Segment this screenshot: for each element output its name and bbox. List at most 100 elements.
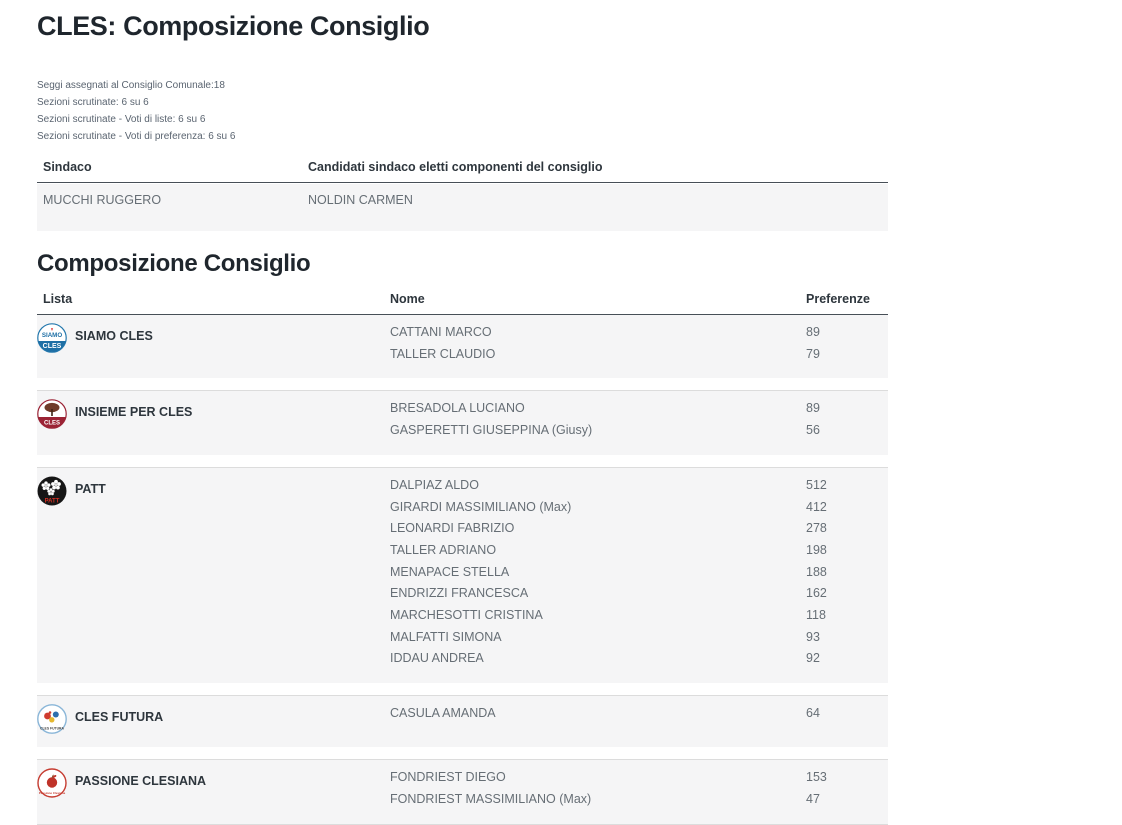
member-preferences: 512 <box>806 477 827 492</box>
sindaco-table-row: MUCCHI RUGGERO NOLDIN CARMEN <box>37 184 888 231</box>
party-list-cell: CLES FUTURA CLES FUTURA <box>37 701 390 735</box>
member-name: MARCHESOTTI CRISTINA <box>390 608 543 623</box>
cles-futura-logo: CLES FUTURA <box>37 704 67 735</box>
council-table: Lista Nome Preferenze SIAMO CLES SIAMO CL… <box>37 292 888 825</box>
party-members: FONDRIEST DIEGO 153 FONDRIEST MASSIMILIANO… <box>390 765 888 810</box>
party-members: CATTANI MARCO 89 TALLER CLAUDIO 79 <box>390 320 888 365</box>
siamo-cles-logo: SIAMO CLES <box>37 323 67 353</box>
party-list-cell: PATT PATT <box>37 473 390 670</box>
sindaco-name: MUCCHI RUGGERO <box>43 193 162 207</box>
member-preferences: 56 <box>806 423 820 438</box>
member-preferences: 47 <box>806 791 820 806</box>
member-name: IDDAU ANDREA <box>390 651 484 666</box>
svg-text:CLES: CLES <box>43 343 62 350</box>
party-members: BRESADOLA LUCIANO 89 GASPERETTI GIUSEPPINA… <box>390 396 888 441</box>
member-row: GIRARDI MASSIMILIANO (Max) 412 <box>390 497 888 519</box>
party-list-name: SIAMO CLES <box>75 329 153 343</box>
stat-voti-preferenza: Sezioni scrutinate - Voti di preferenza:… <box>37 131 236 142</box>
scrutiny-stats: Seggi assegnati al Consiglio Comunale:18… <box>37 81 888 142</box>
member-preferences: 153 <box>806 770 827 785</box>
column-header-lista: Lista <box>43 292 73 306</box>
member-row: MENAPACE STELLA 188 <box>390 562 888 584</box>
sindaco-table: Sindaco Candidati sindaco eletti compone… <box>37 160 888 231</box>
stat-voti-liste: Sezioni scrutinate - Voti di liste: 6 su… <box>37 114 206 125</box>
member-name: DALPIAZ ALDO <box>390 477 479 492</box>
party-members: CASULA AMANDA 64 <box>390 701 888 734</box>
member-row: TALLER CLAUDIO 79 <box>390 344 888 366</box>
stat-seggi: Seggi assegnati al Consiglio Comunale:18 <box>37 80 225 91</box>
results-page: CLES: Composizione Consiglio Seggi asseg… <box>37 10 888 825</box>
council-table-header: Lista Nome Preferenze <box>37 292 888 315</box>
svg-text:PATT: PATT <box>45 498 60 504</box>
member-row: IDDAU ANDREA 92 <box>390 648 888 670</box>
member-name: CATTANI MARCO <box>390 325 492 339</box>
party-group: PATT PATT DALPIAZ ALDO 512 GIRARDI MASSIMILI… <box>37 466 888 684</box>
column-header-preferenze: Preferenze <box>806 292 870 306</box>
svg-text:CLES: CLES <box>44 421 60 427</box>
member-row: MARCHESOTTI CRISTINA 118 <box>390 605 888 627</box>
party-members: DALPIAZ ALDO 512 GIRARDI MASSIMILIANO (Max… <box>390 473 888 670</box>
member-row: TALLER ADRIANO 198 <box>390 540 888 562</box>
section-title: Composizione Consiglio <box>37 250 311 277</box>
member-row: ENDRIZZI FRANCESCA 162 <box>390 583 888 605</box>
member-preferences: 89 <box>806 401 820 416</box>
member-preferences: 412 <box>806 499 827 514</box>
party-group: SIAMO CLES SIAMO CLES CATTANI MARCO 89 TALLE… <box>37 315 888 379</box>
sindaco-table-header: Sindaco Candidati sindaco eletti compone… <box>37 160 888 183</box>
member-preferences: 188 <box>806 564 827 579</box>
party-list-name: PATT <box>75 481 106 496</box>
party-list-name: INSIEME PER CLES <box>75 405 193 420</box>
party-group: CLES INSIEME PER CLES BRESADOLA LUCIANO 89 G… <box>37 390 888 455</box>
member-row: LEONARDI FABRIZIO 278 <box>390 518 888 540</box>
candidato-eletto-name: NOLDIN CARMEN <box>308 193 413 207</box>
member-preferences: 79 <box>806 346 820 361</box>
member-row: FONDRIEST DIEGO 153 <box>390 767 888 789</box>
member-name: GASPERETTI GIUSEPPINA (Giusy) <box>390 423 593 438</box>
member-name: FONDRIEST DIEGO <box>390 770 506 785</box>
page-title: CLES: Composizione Consiglio <box>37 11 430 41</box>
member-preferences: 198 <box>806 542 827 557</box>
member-name: LEONARDI FABRIZIO <box>390 521 515 536</box>
member-row: BRESADOLA LUCIANO 89 <box>390 398 888 420</box>
member-name: MENAPACE STELLA <box>390 564 510 579</box>
member-name: CASULA AMANDA <box>390 706 496 721</box>
member-preferences: 93 <box>806 629 820 644</box>
svg-text:SIAMO: SIAMO <box>42 332 62 339</box>
member-row: CATTANI MARCO 89 <box>390 322 888 344</box>
member-row: CASULA AMANDA 64 <box>390 703 888 725</box>
member-name: TALLER CLAUDIO <box>390 346 496 361</box>
insieme-per-cles-logo: CLES <box>37 399 67 430</box>
passione-clesiana-logo: Passione Clesiana <box>37 768 67 798</box>
member-row: FONDRIEST MASSIMILIANO (Max) 47 <box>390 789 888 811</box>
council-groups: SIAMO CLES SIAMO CLES CATTANI MARCO 89 TALLE… <box>37 315 888 825</box>
party-list-name: PASSIONE CLESIANA <box>75 774 207 789</box>
member-name: MALFATTI SIMONA <box>390 629 502 644</box>
party-list-name: CLES FUTURA <box>75 710 164 725</box>
patt-logo: PATT <box>37 476 67 506</box>
member-row: GASPERETTI GIUSEPPINA (Giusy) 56 <box>390 420 888 442</box>
party-list-cell: SIAMO CLES SIAMO CLES <box>37 320 390 365</box>
member-name: BRESADOLA LUCIANO <box>390 401 525 416</box>
member-preferences: 118 <box>806 608 826 623</box>
member-preferences: 92 <box>806 651 820 666</box>
member-preferences: 162 <box>806 586 827 601</box>
stat-sezioni: Sezioni scrutinate: 6 su 6 <box>37 97 149 108</box>
party-group: Passione Clesiana PASSIONE CLESIANA FONDRI… <box>37 759 888 825</box>
member-preferences: 64 <box>806 706 820 721</box>
svg-text:CLES FUTURA: CLES FUTURA <box>40 727 64 731</box>
party-list-cell: Passione Clesiana PASSIONE CLESIANA <box>37 765 390 810</box>
member-name: FONDRIEST MASSIMILIANO (Max) <box>390 791 592 806</box>
column-header-candidati: Candidati sindaco eletti componenti del … <box>308 160 603 174</box>
party-group: CLES FUTURA CLES FUTURA CASULA AMANDA 64 <box>37 695 888 748</box>
member-preferences: 89 <box>806 325 820 339</box>
column-header-sindaco: Sindaco <box>43 160 92 174</box>
member-name: TALLER ADRIANO <box>390 542 497 557</box>
member-preferences: 278 <box>806 521 827 536</box>
member-row: MALFATTI SIMONA 93 <box>390 627 888 649</box>
member-name: GIRARDI MASSIMILIANO (Max) <box>390 499 572 514</box>
member-name: ENDRIZZI FRANCESCA <box>390 586 529 601</box>
member-row: DALPIAZ ALDO 512 <box>390 475 888 497</box>
column-header-nome: Nome <box>390 292 425 306</box>
party-list-cell: CLES INSIEME PER CLES <box>37 396 390 441</box>
svg-text:Passione Clesiana: Passione Clesiana <box>39 791 66 795</box>
